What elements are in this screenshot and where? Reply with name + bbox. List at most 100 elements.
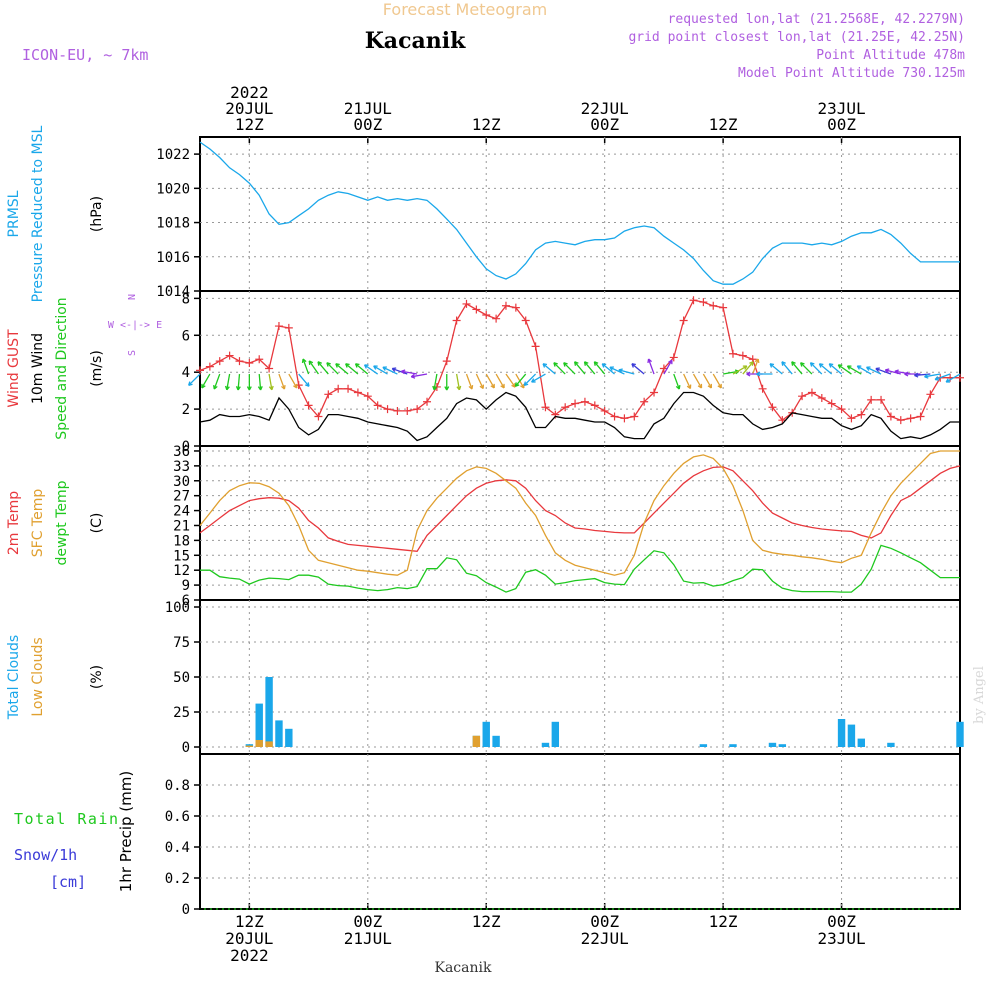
- bottom-tick-label: 21JUL: [344, 929, 392, 948]
- cloud-bar: [837, 719, 846, 747]
- gust-marker: [413, 405, 422, 414]
- y-tick-label: 18: [173, 533, 190, 549]
- wind-arrow: [188, 373, 201, 386]
- panel-label: Speed and Direction: [54, 297, 70, 439]
- wind-arrow: [618, 368, 635, 375]
- wind-arrow: [235, 373, 241, 391]
- bottom-tick-label: 12Z: [235, 912, 264, 931]
- gust-marker: [896, 416, 905, 425]
- panel-frame: [199, 136, 961, 292]
- y-tick-label: 25: [173, 705, 190, 721]
- top-tick-label: 21JUL: [344, 99, 392, 118]
- wind-arrow: [531, 373, 546, 383]
- gust-marker: [255, 355, 264, 364]
- gust-marker: [906, 414, 915, 423]
- gust-marker: [610, 412, 619, 421]
- compass-south: S: [127, 350, 138, 356]
- cloud-bar: [285, 728, 293, 747]
- panel-unit: (m/s): [89, 350, 105, 387]
- gust-marker: [294, 381, 303, 390]
- wind-arrow: [391, 367, 408, 375]
- wind-arrow: [742, 361, 754, 375]
- bottom-tick-label: 00Z: [827, 912, 856, 931]
- top-tick-label: 12Z: [709, 115, 738, 134]
- cloud-bar: [887, 742, 895, 747]
- wind-arrow: [752, 358, 760, 375]
- gust-marker: [650, 388, 659, 397]
- top-tick-label: 00Z: [353, 115, 382, 134]
- gust-marker: [571, 399, 580, 408]
- wind-arrow: [382, 366, 398, 375]
- y-tick-label: 6: [182, 593, 190, 609]
- gust-marker: [334, 384, 343, 393]
- wind-arrow: [465, 373, 474, 390]
- gust-marker: [403, 406, 412, 415]
- wind-arrow: [828, 363, 842, 375]
- cloud-bar: [255, 703, 263, 747]
- panel-label: dewpt Temp: [54, 480, 70, 565]
- compass-north: N: [127, 294, 138, 300]
- series-2m-temp: [199, 465, 961, 552]
- gust-marker: [324, 390, 333, 399]
- footer-location: Kacanik: [435, 960, 492, 976]
- cloud-bar: [551, 721, 560, 747]
- top-tick-label: 22JUL: [581, 99, 629, 118]
- cloud-bar: [482, 721, 490, 747]
- gust-marker: [373, 401, 382, 410]
- wind-arrow: [410, 373, 428, 379]
- gust-marker: [442, 357, 451, 366]
- wind-arrow: [924, 373, 941, 379]
- wind-arrow: [268, 373, 274, 391]
- cloud-bar: [472, 735, 481, 747]
- wind-arrow: [288, 373, 298, 389]
- watermark: by Angel: [972, 666, 987, 724]
- bottom-tick-label: 00Z: [590, 912, 619, 931]
- wind-arrow: [326, 362, 339, 375]
- wind-arrow: [875, 367, 892, 375]
- wind-arrow: [818, 363, 833, 375]
- gust-marker: [886, 412, 895, 421]
- y-tick-label: 50: [173, 670, 190, 686]
- wind-arrow: [563, 362, 576, 375]
- panel-unit: (hPa): [89, 196, 105, 232]
- location-title: Kacanik: [365, 28, 466, 54]
- y-tick-label: 1018: [156, 216, 190, 232]
- wind-arrow: [702, 373, 713, 389]
- gust-marker: [699, 298, 708, 307]
- gust-marker: [462, 299, 471, 308]
- series-dewpt-temp: [200, 544, 960, 593]
- series-prmsl: [199, 141, 960, 285]
- panel-pressure: 1014 1016 1018 1020 1022 PRMSL Pressure Reduce…: [6, 125, 961, 302]
- label-snow: Snow/1h: [14, 846, 77, 864]
- cloud-bar: [847, 724, 856, 747]
- gust-marker: [521, 316, 530, 325]
- gust-marker: [630, 412, 639, 421]
- wind-arrow: [246, 374, 252, 391]
- gust-marker: [383, 405, 392, 414]
- gust-marker: [492, 314, 501, 323]
- wind-arrow: [432, 373, 438, 391]
- gust-marker: [482, 310, 491, 319]
- gust-marker: [620, 414, 629, 423]
- gust-marker: [363, 392, 372, 401]
- top-tick-label: 00Z: [827, 115, 856, 134]
- bottom-tick-label: 12Z: [472, 912, 501, 931]
- bottom-tick-label: 00Z: [353, 912, 382, 931]
- gust-marker: [344, 384, 353, 393]
- top-tick-label: 00Z: [590, 115, 619, 134]
- bottom-tick-label: 23JUL: [817, 929, 865, 948]
- y-tick-label: 9: [182, 578, 190, 594]
- gust-marker: [531, 342, 540, 351]
- product-title: Forecast Meteogram: [383, 0, 547, 19]
- top-tick-label: 20JUL: [225, 99, 273, 118]
- panel-unit: 1hr Precip (mm): [117, 771, 135, 892]
- cloud-bar: [729, 744, 737, 747]
- gust-marker: [393, 406, 402, 415]
- gust-marker: [580, 397, 589, 406]
- gust-marker: [511, 303, 520, 312]
- panel-wind: 0 2 4 6 8 Wind GUST 10m Wind Speed and Directio…: [6, 290, 964, 455]
- gust-marker: [225, 351, 234, 360]
- wind-arrow: [837, 364, 852, 375]
